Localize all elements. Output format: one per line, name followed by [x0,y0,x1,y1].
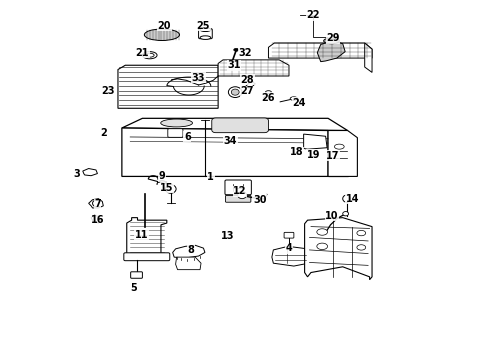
Text: 25: 25 [196,21,210,31]
Ellipse shape [234,48,239,51]
Ellipse shape [324,38,339,44]
Ellipse shape [317,243,328,249]
Text: 30: 30 [253,195,267,205]
Ellipse shape [357,230,366,236]
Text: 21: 21 [136,48,149,58]
Polygon shape [328,131,347,176]
Text: 34: 34 [223,136,237,146]
Text: 16: 16 [91,215,104,225]
Text: 20: 20 [158,21,171,31]
Polygon shape [318,41,345,62]
Text: 7: 7 [94,199,101,210]
Ellipse shape [266,91,271,94]
Text: 23: 23 [101,86,115,96]
Text: 19: 19 [307,150,320,160]
Ellipse shape [200,36,211,40]
Text: 5: 5 [130,283,137,293]
Text: 27: 27 [241,86,254,96]
FancyBboxPatch shape [284,232,294,238]
Ellipse shape [228,87,242,98]
Polygon shape [269,43,372,58]
Ellipse shape [200,28,211,32]
Polygon shape [246,81,255,88]
Ellipse shape [165,185,176,193]
Text: 26: 26 [262,93,275,103]
Ellipse shape [357,245,366,250]
Text: 24: 24 [292,98,305,108]
Polygon shape [127,218,167,255]
Text: 14: 14 [346,194,359,204]
Text: 13: 13 [221,231,235,240]
FancyBboxPatch shape [168,129,183,137]
Polygon shape [89,199,103,208]
Polygon shape [83,168,98,176]
Ellipse shape [146,53,154,57]
Polygon shape [304,134,327,149]
Text: 2: 2 [100,129,107,138]
Polygon shape [91,215,101,223]
Polygon shape [218,60,289,76]
FancyBboxPatch shape [212,118,269,133]
Polygon shape [122,128,328,176]
Ellipse shape [334,144,344,149]
Ellipse shape [143,51,157,59]
Polygon shape [118,65,218,108]
Text: 18: 18 [290,147,303,157]
FancyBboxPatch shape [124,253,170,261]
Polygon shape [122,118,347,131]
Ellipse shape [317,229,328,235]
Ellipse shape [290,97,297,100]
Text: 4: 4 [286,243,293,253]
Text: 33: 33 [192,73,205,83]
FancyBboxPatch shape [225,195,251,202]
FancyBboxPatch shape [225,180,251,195]
Text: 28: 28 [241,75,254,85]
FancyBboxPatch shape [131,272,143,278]
Text: 12: 12 [233,186,247,197]
Text: 6: 6 [184,132,191,142]
Polygon shape [305,218,372,280]
Text: 31: 31 [227,60,241,70]
Ellipse shape [238,192,246,199]
Polygon shape [272,246,310,266]
Text: 3: 3 [73,168,80,179]
Text: 22: 22 [307,10,320,20]
Text: 17: 17 [326,150,340,161]
Text: 15: 15 [160,183,173,193]
Text: 10: 10 [325,211,339,221]
Ellipse shape [161,119,193,127]
Text: 29: 29 [326,33,340,43]
Ellipse shape [145,29,179,41]
Text: 32: 32 [238,48,252,58]
Text: 11: 11 [135,230,148,239]
Polygon shape [365,43,372,72]
FancyBboxPatch shape [198,29,212,39]
Text: 8: 8 [188,245,195,255]
Polygon shape [175,257,201,270]
Ellipse shape [343,195,350,202]
Polygon shape [172,245,205,258]
Text: 9: 9 [159,171,165,181]
Ellipse shape [343,212,348,216]
Polygon shape [328,131,357,176]
Ellipse shape [231,89,239,95]
Text: 1: 1 [207,172,214,182]
